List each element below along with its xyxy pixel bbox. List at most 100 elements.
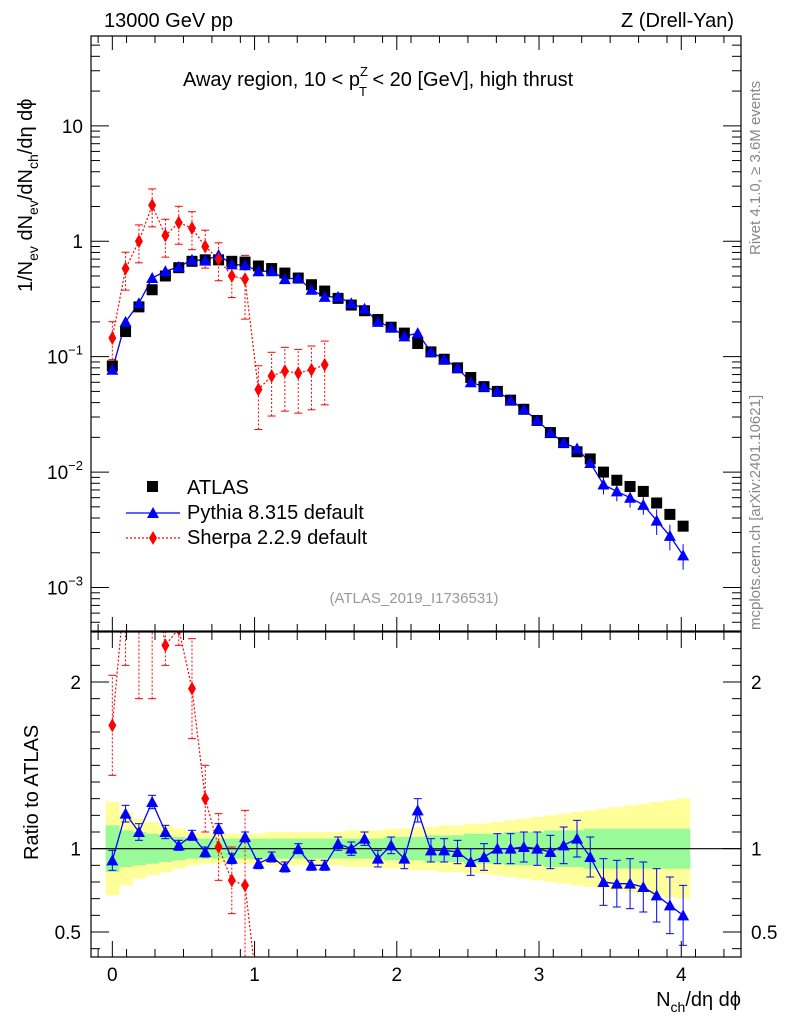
pythia-ratio-point (172, 839, 185, 851)
pythia-point (252, 265, 265, 277)
upper-series-layer (106, 188, 690, 570)
legend-pythia-marker (147, 507, 159, 518)
pythia-point (199, 254, 212, 266)
atlas-point (146, 284, 158, 296)
pythia-ratio-point (292, 842, 305, 854)
sherpa-point (307, 362, 316, 377)
pythia-point (345, 297, 358, 309)
atlas-point (597, 466, 609, 478)
pythia-ratio-point (504, 842, 517, 854)
x-tick-label: 4 (676, 965, 687, 986)
pythia-ratio-point (318, 859, 331, 871)
pythia-point (663, 529, 676, 541)
sherpa-point (267, 368, 276, 383)
pythia-ratio-point (225, 852, 238, 864)
upper-y-tick-labels: 10 1 10−1 10−2 10−3 (47, 117, 83, 600)
pythia-ratio-point (557, 839, 570, 851)
pythia-point (106, 363, 119, 375)
sherpa-point (161, 228, 170, 243)
pythia-point (464, 376, 477, 388)
sherpa-point (148, 198, 157, 213)
atlas-point (412, 338, 424, 350)
ratio-y-tick-label-right: 0.5 (751, 923, 777, 944)
legend: ATLAS Pythia 8.315 default Sherpa 2.2.9 … (126, 477, 368, 549)
pythia-ratio-point (531, 842, 544, 854)
pythia-ratio-point (398, 852, 411, 864)
atlas-point (651, 497, 663, 509)
pythia-ratio-point (477, 851, 490, 862)
ratio-panel: 0.5 0.5 1 1 2 2 0 1 2 3 4 Ratio to ATLAS Nch/dη dϕ (21, 558, 778, 1015)
pythia-ratio-point (305, 859, 318, 871)
ratio-y-tick-label: 0.5 (55, 923, 81, 944)
pythia-point (491, 385, 504, 397)
atlas-point (637, 485, 649, 497)
pythia-ratio-point (663, 899, 676, 911)
pythia-point (305, 283, 318, 295)
pythia-point (318, 290, 331, 302)
reference-label: (ATLAS_2019_I1736531) (329, 590, 498, 607)
sherpa-ratio-point (135, 592, 143, 606)
legend-sherpa-label: Sherpa 2.2.9 default (187, 527, 368, 549)
sherpa-ratio-point (227, 873, 236, 888)
upper-panel-frame (90, 35, 742, 632)
sherpa-point (280, 364, 289, 379)
pythia-ratio-point (597, 876, 610, 887)
ratio-panel-frame (90, 631, 742, 958)
pythia-point (239, 259, 252, 271)
pythia-ratio-point (464, 856, 477, 867)
sherpa-point (134, 234, 143, 249)
sherpa-ratio-point (122, 575, 130, 589)
y-tick-label: 10−3 (47, 574, 83, 600)
pythia-point (637, 498, 650, 510)
header-process-label: Z (Drell-Yan) (621, 10, 734, 32)
atlas-point (279, 267, 291, 279)
pythia-ratio-point (544, 846, 557, 857)
pythia-point (398, 330, 411, 342)
sherpa-point (227, 268, 236, 283)
pythia-point (185, 253, 198, 265)
pythia-point (531, 414, 544, 426)
sherpa-line (111, 203, 325, 391)
pythia-point (624, 491, 637, 503)
atlas-point (664, 508, 676, 520)
y-tick-label: 1 (72, 232, 83, 253)
pythia-point (119, 315, 132, 327)
legend-atlas-marker (147, 481, 158, 492)
sherpa-ratio-point (241, 878, 250, 893)
pythia-ratio-point (345, 842, 358, 854)
upper-panel: 10 1 10−1 10−2 10−3 Away region, 10 < pZ T < … (15, 35, 742, 632)
sherpa-ratio-point (254, 993, 262, 1007)
pythia-ratio-point (265, 851, 278, 862)
legend-pythia-label: Pythia 8.315 default (187, 502, 364, 524)
pythia-ratio-point (212, 822, 225, 834)
pythia-point (371, 315, 384, 327)
ratio-y-tick-label: 2 (70, 673, 81, 694)
pythia-ratio-point (571, 832, 584, 844)
pythia-point (411, 327, 424, 339)
ratio-tick-labels: 0.5 0.5 1 1 2 2 0 1 2 3 4 (55, 673, 778, 986)
pythia-ratio-point (385, 839, 398, 851)
sherpa-ratio-point (108, 718, 117, 733)
pythia-point (584, 456, 597, 468)
sherpa-point (108, 331, 117, 346)
sherpa-point (201, 239, 210, 254)
pythia-ratio-point (438, 844, 451, 856)
pythia-ratio-point (371, 852, 384, 864)
pythia-ratio-point (159, 826, 172, 837)
pythia-ratio-point (637, 881, 650, 892)
pythia-point (265, 265, 278, 277)
x-tick-label: 1 (249, 965, 260, 986)
pythia-point (292, 272, 305, 284)
sherpa-ratio-point (148, 558, 156, 572)
sherpa-ratio-point (161, 638, 170, 653)
pythia-ratio-point (610, 877, 623, 889)
sherpa-point (214, 252, 223, 267)
pythia-point (358, 302, 371, 314)
ratio-y-tick-label-right: 1 (751, 840, 762, 861)
sherpa-ratio-point (187, 681, 196, 696)
pythia-point (438, 353, 451, 365)
pythia-point (597, 478, 610, 490)
pythia-ratio-point (424, 844, 437, 856)
pythia-ratio-point (132, 826, 145, 837)
